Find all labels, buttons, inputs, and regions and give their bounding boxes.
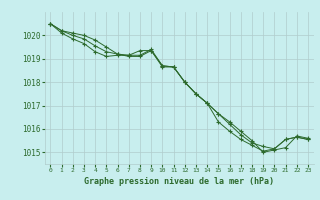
X-axis label: Graphe pression niveau de la mer (hPa): Graphe pression niveau de la mer (hPa) — [84, 177, 274, 186]
